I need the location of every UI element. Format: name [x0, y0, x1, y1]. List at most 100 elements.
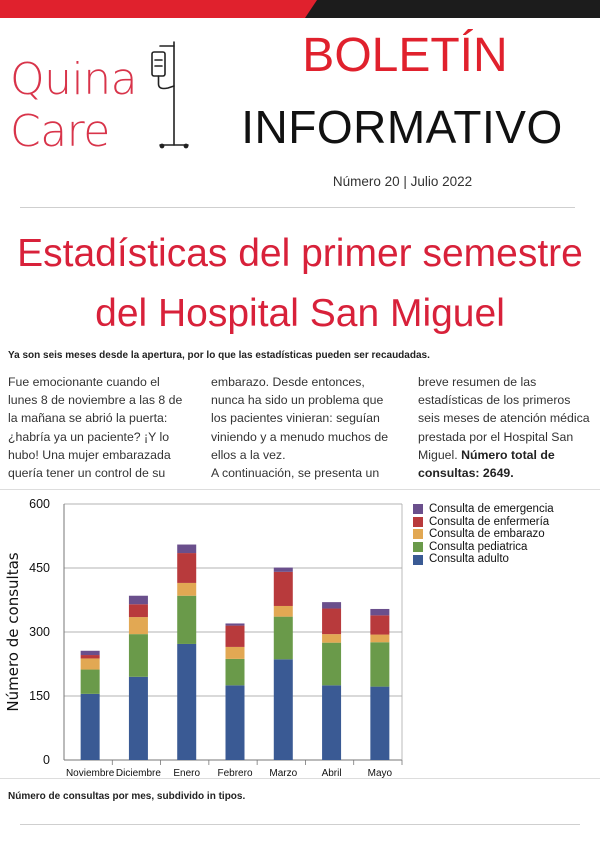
legend-label: Consulta de emergencia	[429, 503, 554, 516]
col1-line: ¿habría ya un paciente? ¡Y lo	[8, 429, 170, 444]
legend-swatch	[413, 529, 423, 540]
col1-line: hubo! Una mujer embarazada	[8, 447, 171, 462]
col3-text: Miguel.	[418, 447, 458, 462]
col2-line: A continuación, se presenta un	[211, 466, 380, 481]
x-tick-label: Abril	[322, 768, 342, 779]
bar-segment	[273, 571, 293, 606]
iv-drip-stand-icon	[151, 41, 189, 149]
x-tick-label: Enero	[173, 768, 200, 779]
bar-segment	[322, 602, 342, 609]
legend-swatch	[413, 516, 423, 527]
x-tick-label: Noviembre	[66, 768, 115, 779]
x-tick-label: Mayo	[368, 768, 393, 779]
col2-line: viniendo y a menudo muchos de	[211, 429, 389, 444]
bar-segment	[225, 685, 245, 760]
bar-segment	[225, 623, 245, 626]
chart-legend: Consulta de emergencia Consulta de enferm…	[413, 503, 554, 566]
col3-line: seis meses de atención médica	[418, 411, 590, 426]
col3-line: Miguel. Número total de	[418, 446, 598, 464]
bar-segment	[128, 676, 148, 760]
issue-info: Número 20 | Julio 2022	[332, 174, 473, 189]
bar-segment	[370, 634, 390, 643]
col2-line: ellos a la vez.	[211, 447, 286, 462]
text-column-3: breve resumen de las estadísticas de los…	[418, 373, 598, 482]
logo-line-1: Quina	[10, 54, 138, 105]
bar-segment	[80, 669, 100, 694]
footer-divider	[20, 824, 580, 825]
bar-segment	[225, 646, 245, 659]
bar-segment	[177, 544, 197, 554]
chart-caption: Número de consultas por mes, subdivido i…	[8, 791, 246, 802]
bar-segment	[177, 582, 197, 596]
logo: Quina Care	[10, 40, 200, 160]
total-consultations-value: consultas: 2649.	[418, 466, 514, 481]
bar-segment	[80, 650, 100, 656]
legend-item: Consulta de embarazo	[413, 528, 554, 541]
legend-swatch	[413, 554, 423, 565]
bar-segment	[177, 553, 197, 583]
legend-item: Consulta pediatrica	[413, 541, 554, 554]
col3-line: prestada por el Hospital San	[418, 429, 574, 444]
legend-swatch	[413, 542, 423, 553]
top-bar-dark	[305, 0, 600, 18]
y-tick-label: 600	[29, 497, 50, 511]
total-consultations-label: Número total de	[461, 447, 555, 462]
headline-line-2: del Hospital San Miguel	[95, 292, 505, 335]
bar-segment	[370, 608, 390, 616]
bar-segment	[128, 604, 148, 618]
bar-segment	[273, 567, 293, 572]
bar-segment	[177, 643, 197, 760]
logo-line-2: Care	[10, 106, 110, 157]
chart-top-divider	[0, 489, 600, 490]
col1-line: lunes 8 de noviembre a las 8 de	[8, 393, 183, 408]
col1-line: Fue emocionante cuando el	[8, 375, 160, 389]
text-column-1: Fue emocionante cuando el lunes 8 de nov…	[8, 373, 198, 482]
y-axis-label: Número de consultas	[4, 552, 22, 711]
chart-bottom-divider	[0, 778, 600, 779]
col2-line: los pacientes vinieran: seguían	[211, 411, 380, 426]
col2-line: embarazo. Desde entonces,	[211, 375, 365, 389]
legend-item: Consulta adulto	[413, 553, 554, 566]
bar-segment	[322, 685, 342, 760]
col2-line: nunca ha sido un problema que	[211, 393, 384, 408]
headline-line-1: Estadísticas del primer semestre	[17, 232, 583, 275]
legend-item: Consulta de enfermería	[413, 516, 554, 529]
bar-segment	[370, 642, 390, 687]
x-tick-label: Marzo	[269, 768, 297, 779]
bar-segment	[225, 658, 245, 686]
stacked-bar-chart: 0 150 300 450 600 Número de consultas Noviembr…	[4, 497, 403, 779]
title-line-2: INFORMATIVO	[241, 101, 563, 153]
lead-text: Ya son seis meses desde la apertura, por…	[8, 350, 430, 361]
y-tick-label: 150	[29, 689, 50, 703]
legend-label: Consulta pediatrica	[429, 540, 528, 553]
legend-swatch	[413, 504, 423, 515]
col3-line: consultas: 2649.	[418, 464, 598, 482]
legend-label: Consulta adulto	[429, 553, 509, 566]
col3-line: breve resumen de las	[418, 375, 537, 389]
bar-segment	[80, 655, 100, 659]
text-column-2: embarazo. Desde entonces, nunca ha sido …	[211, 373, 401, 482]
y-tick-label: 0	[43, 753, 50, 767]
bar-segment	[322, 608, 342, 635]
bar-segment	[370, 615, 390, 635]
col1-line: la mañana se abrió la puerta:	[8, 411, 168, 426]
col1-line: quería tener un control de su	[8, 466, 166, 481]
y-tick-label: 300	[29, 625, 50, 639]
bar-segment	[128, 634, 148, 677]
bar-segment	[225, 625, 245, 647]
divider	[20, 207, 575, 208]
bar-segment	[370, 686, 390, 760]
bar-segment	[322, 634, 342, 643]
legend-label: Consulta de embarazo	[429, 528, 545, 541]
bar-segment	[128, 617, 148, 635]
x-tick-label: Diciembre	[116, 768, 161, 779]
bar-segment	[273, 605, 293, 617]
bar-segment	[177, 595, 197, 644]
bar-segment	[80, 658, 100, 670]
bar-segment	[273, 659, 293, 760]
bar-segment	[128, 595, 148, 605]
legend-label: Consulta de enfermería	[429, 515, 550, 528]
legend-item: Consulta de emergencia	[413, 503, 554, 516]
bar-segment	[273, 616, 293, 660]
x-tick-label: Febrero	[217, 768, 252, 779]
